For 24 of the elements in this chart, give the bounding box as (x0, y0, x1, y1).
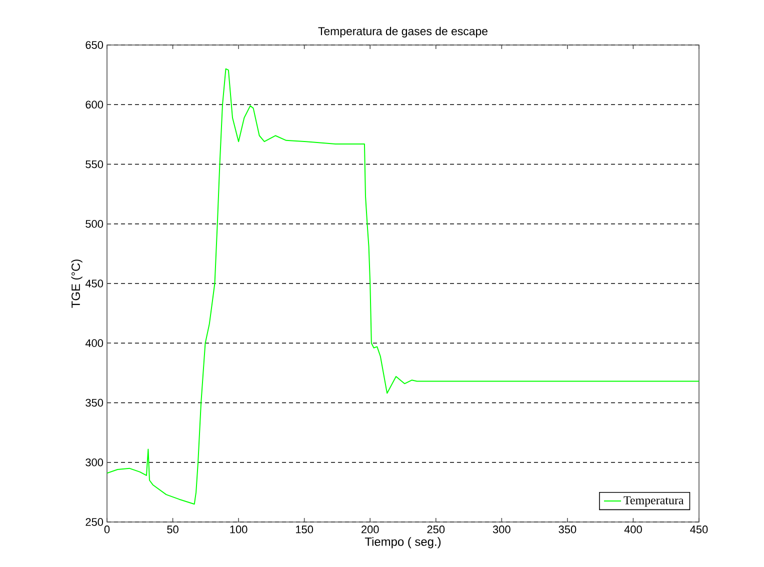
x-tick-label: 150 (296, 526, 314, 534)
line-series (107, 68, 700, 505)
x-tick-label: 250 (427, 526, 445, 534)
x-tick-label: 0 (104, 526, 110, 534)
x-tick-label: 400 (624, 526, 642, 534)
x-axis-title: Tiempo ( seg.) (364, 537, 441, 548)
y-tick-label: 600 (86, 100, 104, 109)
y-tick-label: 250 (86, 518, 104, 526)
y-axis-title: TGE (°C) (71, 260, 82, 308)
y-tick-label: 300 (86, 458, 104, 466)
x-tick-label: 300 (492, 526, 510, 534)
x-tick-label: 50 (167, 526, 178, 534)
y-tick-label: 350 (86, 398, 104, 407)
x-tick-label: 350 (558, 526, 576, 534)
x-tick-label: 100 (230, 526, 248, 534)
legend-label: Temperatura (624, 496, 684, 507)
y-tick-label: 550 (86, 160, 104, 168)
chart-title: Temperatura de gases de escape (318, 26, 488, 38)
y-tick-label: 400 (85, 339, 104, 348)
y-tick-label: 500 (86, 220, 104, 228)
y-tick-label: 450 (85, 280, 104, 288)
y-tick-label: 650 (86, 41, 104, 49)
x-tick-label: 450 (690, 526, 708, 534)
x-tick-label: 200 (362, 526, 379, 534)
